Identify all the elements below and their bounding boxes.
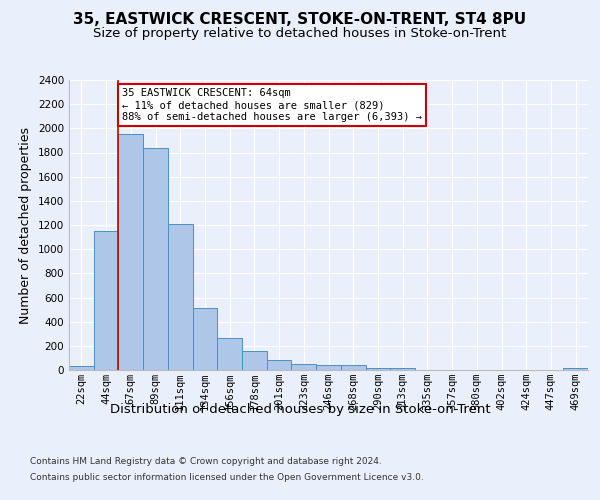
Bar — [69, 366, 94, 370]
Bar — [316, 364, 341, 370]
Bar — [168, 224, 193, 370]
Bar — [94, 231, 118, 370]
Bar — [292, 364, 316, 370]
Text: Contains HM Land Registry data © Crown copyright and database right 2024.: Contains HM Land Registry data © Crown c… — [30, 458, 382, 466]
Bar — [390, 368, 415, 370]
Bar — [267, 360, 292, 370]
Bar — [193, 308, 217, 370]
Y-axis label: Number of detached properties: Number of detached properties — [19, 126, 32, 324]
Bar — [242, 352, 267, 370]
Bar — [143, 148, 168, 370]
Text: 35, EASTWICK CRESCENT, STOKE-ON-TRENT, ST4 8PU: 35, EASTWICK CRESCENT, STOKE-ON-TRENT, S… — [73, 12, 527, 28]
Text: Contains public sector information licensed under the Open Government Licence v3: Contains public sector information licen… — [30, 472, 424, 482]
Text: 35 EASTWICK CRESCENT: 64sqm
← 11% of detached houses are smaller (829)
88% of se: 35 EASTWICK CRESCENT: 64sqm ← 11% of det… — [122, 88, 422, 122]
Bar — [365, 368, 390, 370]
Bar — [118, 134, 143, 370]
Text: Size of property relative to detached houses in Stoke-on-Trent: Size of property relative to detached ho… — [94, 28, 506, 40]
Text: Distribution of detached houses by size in Stoke-on-Trent: Distribution of detached houses by size … — [110, 402, 490, 415]
Bar — [217, 338, 242, 370]
Bar — [341, 366, 365, 370]
Bar — [563, 368, 588, 370]
